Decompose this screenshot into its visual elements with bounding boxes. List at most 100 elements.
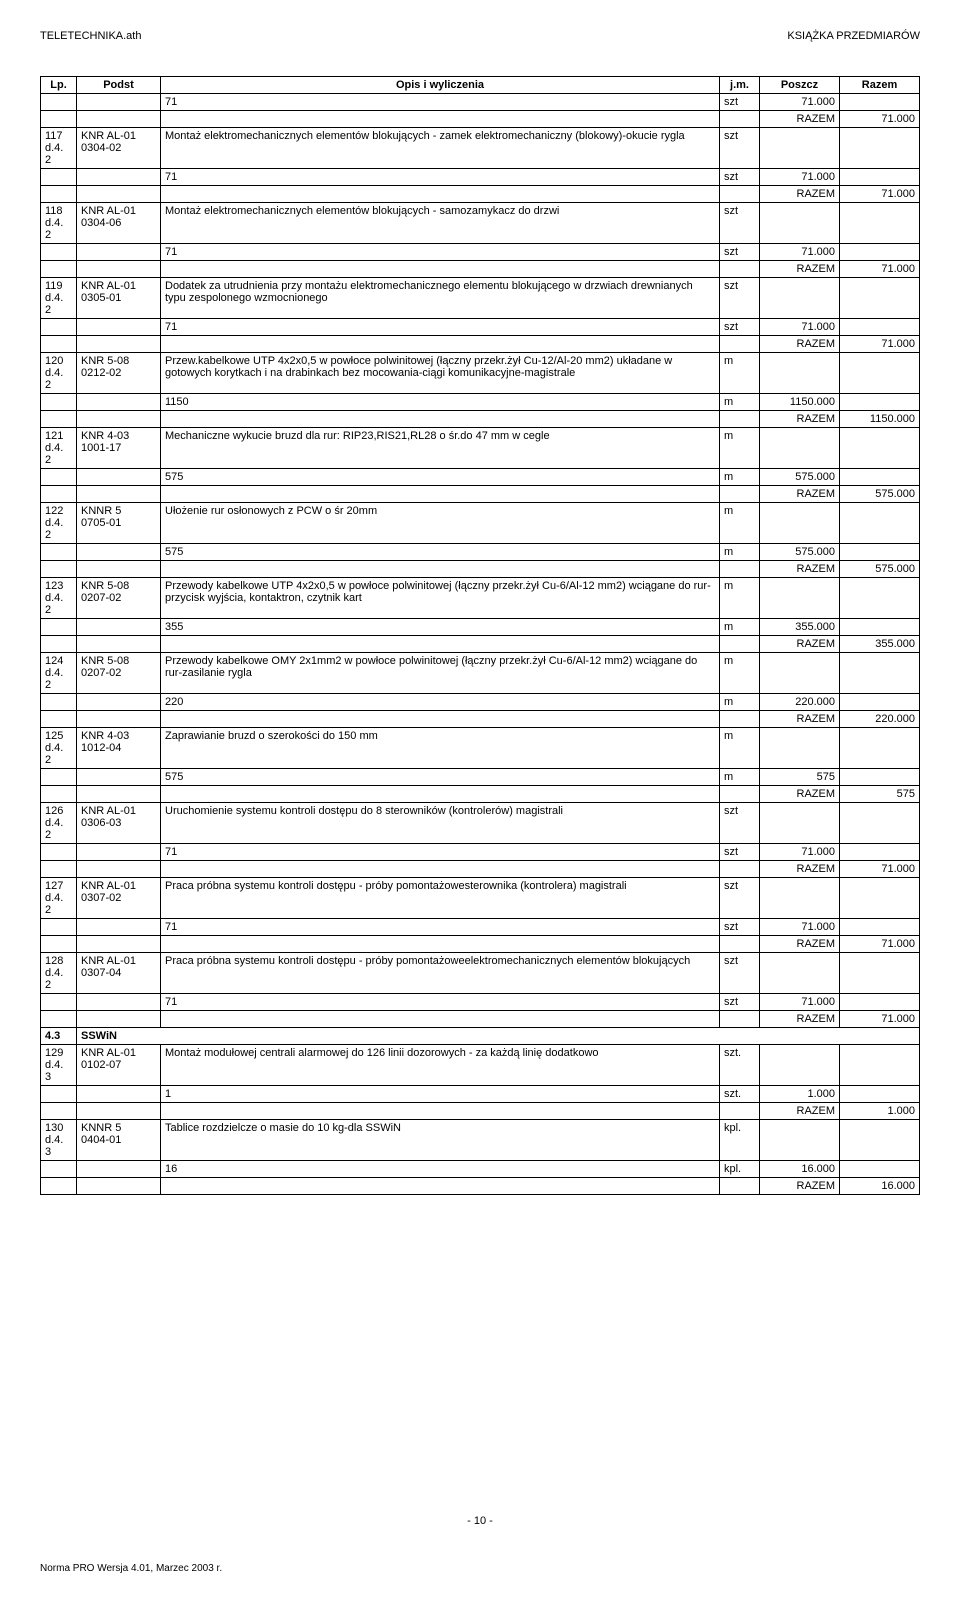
table-row: 126d.4.2KNR AL-010306-03Uruchomienie sys… [41, 803, 920, 844]
cell-lp [41, 1103, 77, 1120]
table-row: 125d.4.2KNR 4-031012-04Zaprawianie bruzd… [41, 728, 920, 769]
cell-podst [77, 111, 161, 128]
cell-podst [77, 1161, 161, 1178]
cell-opis [161, 1103, 720, 1120]
table-row: 130d.4.3KNNR 50404-01Tablice rozdzielcze… [41, 1120, 920, 1161]
cell-opis: Montaż elektromechanicznych elementów bl… [161, 203, 720, 244]
cell-razem-value: 71.000 [840, 1011, 920, 1028]
cell-lp [41, 769, 77, 786]
cell-poszcz: 1150.000 [760, 394, 840, 411]
table-header-row: Lp. Podst Opis i wyliczenia j.m. Poszcz … [41, 77, 920, 94]
cell-podst [77, 544, 161, 561]
cell-podst: KNR AL-010305-01 [77, 278, 161, 319]
cell-lp [41, 169, 77, 186]
table-row: 575m575.000 [41, 544, 920, 561]
cell-podst [77, 469, 161, 486]
table-row: 355m355.000 [41, 619, 920, 636]
cell-opis [161, 786, 720, 803]
cell-podst [77, 169, 161, 186]
cell-opis: Mechaniczne wykucie bruzd dla rur: RIP23… [161, 428, 720, 469]
cell-opis: 16 [161, 1161, 720, 1178]
cell-podst [77, 561, 161, 578]
cell-lp [41, 1161, 77, 1178]
cell-razem-label: RAZEM [760, 111, 840, 128]
cell-lp: 122d.4.2 [41, 503, 77, 544]
cell-poszcz: 575.000 [760, 469, 840, 486]
cell-opis: Ułożenie rur osłonowych z PCW o śr 20mm [161, 503, 720, 544]
cell-razem [840, 469, 920, 486]
cell-poszcz [760, 128, 840, 169]
cell-jm: m [720, 394, 760, 411]
table-row: 1szt.1.000 [41, 1086, 920, 1103]
col-poszcz: Poszcz [760, 77, 840, 94]
table-row: RAZEM71.000 [41, 1011, 920, 1028]
cell-poszcz: 71.000 [760, 994, 840, 1011]
cell-lp [41, 1178, 77, 1195]
cell-jm: szt [720, 278, 760, 319]
cell-opis: 575 [161, 769, 720, 786]
cell-jm [720, 486, 760, 503]
cell-razem [840, 503, 920, 544]
cell-opis: Dodatek za utrudnienia przy montażu elek… [161, 278, 720, 319]
cell-razem [840, 353, 920, 394]
cell-opis: Przewody kabelkowe UTP 4x2x0,5 w powłoce… [161, 578, 720, 619]
cell-opis [161, 261, 720, 278]
cell-poszcz [760, 728, 840, 769]
cell-lp [41, 636, 77, 653]
cell-jm: kpl. [720, 1120, 760, 1161]
cell-poszcz [760, 1045, 840, 1086]
cell-jm: szt [720, 953, 760, 994]
cell-poszcz [760, 203, 840, 244]
cell-poszcz: 71.000 [760, 319, 840, 336]
cell-razem [840, 203, 920, 244]
cell-razem [840, 319, 920, 336]
table-row: RAZEM575.000 [41, 561, 920, 578]
table-row: 71szt71.000 [41, 94, 920, 111]
cell-lp [41, 861, 77, 878]
cell-razem [840, 953, 920, 994]
page-header: TELETECHNIKA.ath KSIĄŻKA PRZEDMIARÓW [40, 30, 920, 42]
cell-opis [161, 186, 720, 203]
cell-podst [77, 336, 161, 353]
cell-razem-value: 71.000 [840, 186, 920, 203]
table-row: RAZEM71.000 [41, 861, 920, 878]
cell-razem-label: RAZEM [760, 861, 840, 878]
cell-razem [840, 803, 920, 844]
cell-poszcz [760, 878, 840, 919]
cell-razem-label: RAZEM [760, 336, 840, 353]
cell-jm [720, 1011, 760, 1028]
table-row: 4.3SSWiN [41, 1028, 920, 1045]
cell-jm: m [720, 728, 760, 769]
cell-podst [77, 994, 161, 1011]
cell-jm [720, 261, 760, 278]
cell-opis: 575 [161, 544, 720, 561]
cell-razem-label: RAZEM [760, 411, 840, 428]
cell-lp [41, 336, 77, 353]
cell-lp: 129d.4.3 [41, 1045, 77, 1086]
cell-podst [77, 936, 161, 953]
cell-lp [41, 919, 77, 936]
cell-opis: 71 [161, 844, 720, 861]
table-row: RAZEM71.000 [41, 336, 920, 353]
cell-jm: m [720, 619, 760, 636]
cell-razem-label: RAZEM [760, 711, 840, 728]
cell-lp: 117d.4.2 [41, 128, 77, 169]
table-row: RAZEM1.000 [41, 1103, 920, 1120]
cell-poszcz: 71.000 [760, 244, 840, 261]
cell-podst: KNR 4-031012-04 [77, 728, 161, 769]
col-razem: Razem [840, 77, 920, 94]
cell-razem-label: RAZEM [760, 1103, 840, 1120]
cell-opis [161, 1178, 720, 1195]
table-row: 122d.4.2KNNR 50705-01Ułożenie rur osłono… [41, 503, 920, 544]
table-row: 71szt71.000 [41, 319, 920, 336]
cell-jm: m [720, 769, 760, 786]
cell-lp [41, 261, 77, 278]
cell-poszcz: 355.000 [760, 619, 840, 636]
table-row: 121d.4.2KNR 4-031001-17Mechaniczne wykuc… [41, 428, 920, 469]
cell-opis: Uruchomienie systemu kontroli dostępu do… [161, 803, 720, 844]
cell-podst: KNR AL-010102-07 [77, 1045, 161, 1086]
cell-opis: Zaprawianie bruzd o szerokości do 150 mm [161, 728, 720, 769]
cell-poszcz: 71.000 [760, 919, 840, 936]
cell-poszcz [760, 503, 840, 544]
table-row: RAZEM220.000 [41, 711, 920, 728]
